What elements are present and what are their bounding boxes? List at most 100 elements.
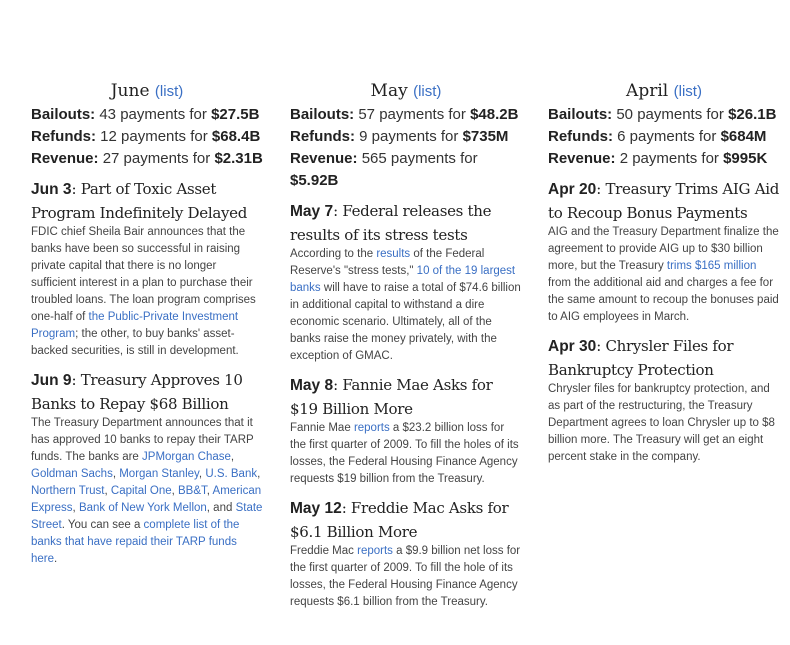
month-heading: May (list) (290, 80, 522, 103)
stat-amount: $684M (720, 128, 767, 145)
stat-line: Bailouts: 43 payments for $27.5B (31, 104, 263, 126)
stat-label: Revenue: (290, 150, 358, 167)
stat-line: Refunds: 6 payments for $684M (548, 126, 780, 148)
timeline-event: Jun 9: Treasury Approves 10 Banks to Rep… (31, 369, 263, 568)
stat-amount: $995K (723, 150, 768, 167)
event-text: , (104, 485, 111, 497)
event-title: : Freddie Mac Asks for $6.1 Billion More (290, 499, 509, 541)
event-date: Apr 20 (548, 181, 597, 198)
stat-label: Revenue: (548, 150, 616, 167)
month-column-april: April (list) Bailouts: 50 payments for $2… (548, 80, 780, 475)
event-title: : Part of Toxic Asset Program Indefinite… (31, 180, 248, 222)
stat-count: 565 payments for (357, 150, 478, 167)
stat-count: 57 payments for (354, 106, 471, 123)
month-heading: April (list) (548, 80, 780, 103)
timeline-event: May 12: Freddie Mac Asks for $6.1 Billio… (290, 497, 522, 611)
event-description: The Treasury Department announces that i… (31, 415, 263, 568)
event-link[interactable]: complete list of the banks that have rep… (31, 519, 240, 565)
stat-line: Revenue: 2 payments for $995K (548, 148, 780, 170)
month-column-june: June (list) Bailouts: 43 payments for $27… (31, 80, 263, 577)
stat-amount: $27.5B (211, 106, 260, 123)
stat-count: 27 payments for (98, 150, 215, 167)
event-text: a $9.9 billion net loss for the first qu… (290, 545, 521, 608)
event-text: , (230, 451, 235, 463)
event-text: , (171, 485, 179, 497)
month-list-link[interactable]: (list) (154, 83, 184, 100)
event-heading: Apr 20: Treasury Trims AIG Aid to Recoup… (548, 178, 780, 224)
event-text: Fannie Mae (290, 422, 354, 434)
month-stats: Bailouts: 43 payments for $27.5B Refunds:… (31, 104, 263, 170)
event-link[interactable]: American Express (31, 485, 262, 514)
event-description: FDIC chief Sheila Bair announces that th… (31, 224, 263, 360)
stat-count: 9 payments for (355, 128, 463, 145)
stat-label: Bailouts: (31, 106, 96, 123)
event-text: of the Federal Reserve's "stress tests," (290, 248, 485, 277)
timeline-event: Apr 20: Treasury Trims AIG Aid to Recoup… (548, 178, 780, 326)
month-list-link[interactable]: (list) (413, 83, 442, 100)
event-link[interactable]: BB&T (178, 485, 207, 497)
event-link[interactable]: Capital One (110, 485, 172, 497)
event-link[interactable]: Bank of New York Mellon (78, 502, 207, 514)
event-title: : Federal releases the results of its st… (290, 202, 492, 244)
event-heading: May 12: Freddie Mac Asks for $6.1 Billio… (290, 497, 522, 543)
month-title: May (370, 81, 408, 101)
event-text: , (198, 468, 206, 480)
event-text: ; the other, to buy banks' asset-backed … (31, 328, 239, 357)
stat-line: Refunds: 9 payments for $735M (290, 126, 522, 148)
timeline-event: May 8: Fannie Mae Asks for $19 Billion M… (290, 374, 522, 488)
event-text: The Treasury Department announces that i… (31, 417, 254, 463)
event-text: FDIC chief Sheila Bair announces that th… (31, 226, 256, 323)
event-link[interactable]: JPMorgan Chase (142, 451, 231, 463)
event-link[interactable]: U.S. Bank (205, 468, 258, 480)
event-date: Jun 9 (31, 372, 72, 389)
event-link[interactable]: the Public-Private Investment Program (31, 311, 239, 340)
event-link[interactable]: trims $165 million (666, 260, 757, 272)
event-title: : Fannie Mae Asks for $19 Billion More (290, 376, 493, 418)
event-description: Fannie Mae reports a $23.2 billion loss … (290, 420, 522, 488)
event-heading: May 8: Fannie Mae Asks for $19 Billion M… (290, 374, 522, 420)
event-heading: Apr 30: Chrysler Files for Bankruptcy Pr… (548, 335, 780, 381)
event-link[interactable]: results (376, 248, 411, 260)
month-column-may: May (list) Bailouts: 57 payments for $48.… (290, 80, 522, 620)
event-description: Chrysler files for bankruptcy protection… (548, 381, 780, 466)
event-description: Freddie Mac reports a $9.9 billion net l… (290, 543, 522, 611)
event-date: Jun 3 (31, 181, 72, 198)
event-date: May 8 (290, 377, 334, 394)
event-link[interactable]: Goldman Sachs (31, 468, 113, 480)
event-link[interactable]: Northern Trust (31, 485, 105, 497)
event-heading: Jun 3: Part of Toxic Asset Program Indef… (31, 178, 263, 224)
stat-amount: $26.1B (728, 106, 777, 123)
stat-line: Bailouts: 50 payments for $26.1B (548, 104, 780, 126)
stat-line: Revenue: 565 payments for $5.92B (290, 148, 522, 192)
stat-line: Bailouts: 57 payments for $48.2B (290, 104, 522, 126)
event-text: , (206, 485, 213, 497)
stat-label: Refunds: (31, 128, 96, 145)
stat-label: Bailouts: (548, 106, 613, 123)
event-link[interactable]: State Street (31, 502, 263, 531)
stat-label: Revenue: (31, 150, 99, 167)
timeline-event: Jun 3: Part of Toxic Asset Program Indef… (31, 178, 263, 360)
stat-amount: $2.31B (214, 150, 263, 167)
stat-count: 2 payments for (615, 150, 724, 167)
event-heading: Jun 9: Treasury Approves 10 Banks to Rep… (31, 369, 263, 415)
event-title: : Chrysler Files for Bankruptcy Protecti… (548, 337, 734, 379)
event-link[interactable]: reports (357, 545, 393, 557)
stat-amount: $68.4B (211, 128, 261, 145)
month-title: June (110, 81, 150, 101)
event-text: a $23.2 billion loss for the first quart… (290, 422, 519, 485)
event-date: Apr 30 (548, 338, 597, 355)
stat-line: Revenue: 27 payments for $2.31B (31, 148, 263, 170)
stat-amount: $5.92B (290, 172, 339, 189)
event-text: AIG and the Treasury Department finalize… (548, 226, 779, 272)
stat-label: Refunds: (548, 128, 613, 145)
event-link[interactable]: reports (353, 422, 390, 434)
timeline-event: May 7: Federal releases the results of i… (290, 200, 522, 365)
event-text: Chrysler files for bankruptcy protection… (548, 383, 775, 463)
stat-label: Bailouts: (290, 106, 355, 123)
stat-amount: $735M (462, 128, 509, 145)
event-link[interactable]: Morgan Stanley (119, 468, 199, 480)
stat-count: 43 payments for (95, 106, 212, 123)
month-list-link[interactable]: (list) (673, 83, 702, 100)
event-text: . (54, 553, 58, 565)
event-link[interactable]: 10 of the 19 largest banks (290, 265, 516, 294)
